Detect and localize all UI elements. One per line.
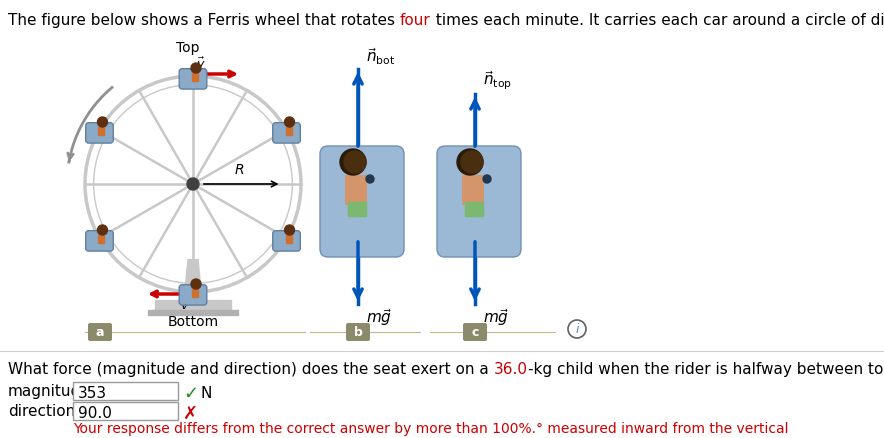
Text: $m\vec{g}$: $m\vec{g}$ [366,306,392,327]
FancyBboxPatch shape [462,176,484,205]
Circle shape [366,176,374,184]
Text: Top: Top [176,41,200,55]
FancyBboxPatch shape [346,323,370,341]
Bar [98,236,104,244]
Bar [148,310,238,315]
Polygon shape [184,260,202,300]
FancyBboxPatch shape [273,231,301,251]
Bar [192,74,198,82]
Circle shape [483,176,491,184]
Text: $\vec{v}$: $\vec{v}$ [196,57,206,72]
Text: The figure below shows a Ferris wheel that rotates: The figure below shows a Ferris wheel th… [8,13,400,28]
Circle shape [461,152,483,173]
Text: a: a [95,326,104,339]
Text: N: N [200,385,211,400]
Circle shape [97,226,108,236]
Text: magnitude: magnitude [8,383,91,398]
FancyBboxPatch shape [463,323,487,341]
Circle shape [285,118,294,128]
Circle shape [344,152,366,173]
Circle shape [340,150,366,176]
Text: ✓: ✓ [183,384,198,402]
FancyBboxPatch shape [179,70,207,90]
Bar [155,300,231,310]
Text: 353: 353 [78,385,107,400]
Text: $\vec{n}_{\rm top}$: $\vec{n}_{\rm top}$ [483,69,512,92]
Text: i: i [575,323,579,336]
FancyBboxPatch shape [179,285,207,305]
Bar [286,128,292,136]
Text: times each minute. It carries each car around a circle of diameter: times each minute. It carries each car a… [431,13,884,28]
Text: What force (magnitude and direction) does the seat exert on a: What force (magnitude and direction) doe… [8,361,493,376]
FancyBboxPatch shape [88,323,112,341]
Bar [286,236,292,244]
Text: 90.0: 90.0 [78,405,112,420]
Text: Bottom: Bottom [167,314,218,328]
FancyBboxPatch shape [437,147,521,258]
FancyBboxPatch shape [86,231,113,251]
FancyBboxPatch shape [273,124,301,144]
Text: 36.0: 36.0 [493,361,528,376]
Bar [192,290,198,297]
Bar [465,202,483,216]
Text: ° measured inward from the vertical: ° measured inward from the vertical [536,421,789,435]
Circle shape [457,150,483,176]
FancyBboxPatch shape [320,147,404,258]
Circle shape [285,226,294,236]
Text: b: b [354,326,362,339]
Text: direction: direction [8,403,75,418]
Circle shape [97,118,108,128]
Text: $\vec{v}$: $\vec{v}$ [180,297,190,313]
Circle shape [191,64,201,74]
Text: ✗: ✗ [183,404,198,422]
Text: Your response differs from the correct answer by more than 100%.: Your response differs from the correct a… [73,421,536,435]
Bar [98,128,104,136]
FancyBboxPatch shape [73,382,178,400]
Bar [348,202,366,216]
FancyBboxPatch shape [73,402,178,420]
Text: $m\vec{g}$: $m\vec{g}$ [483,306,509,327]
Circle shape [191,279,201,290]
Text: $\vec{n}_{\rm bot}$: $\vec{n}_{\rm bot}$ [366,46,395,67]
Text: -kg child when the rider is halfway between top and bottom?: -kg child when the rider is halfway betw… [528,361,884,376]
Circle shape [187,179,199,191]
Text: c: c [471,326,479,339]
FancyBboxPatch shape [345,176,367,205]
Text: R: R [235,162,245,177]
FancyBboxPatch shape [86,124,113,144]
Text: four: four [400,13,431,28]
